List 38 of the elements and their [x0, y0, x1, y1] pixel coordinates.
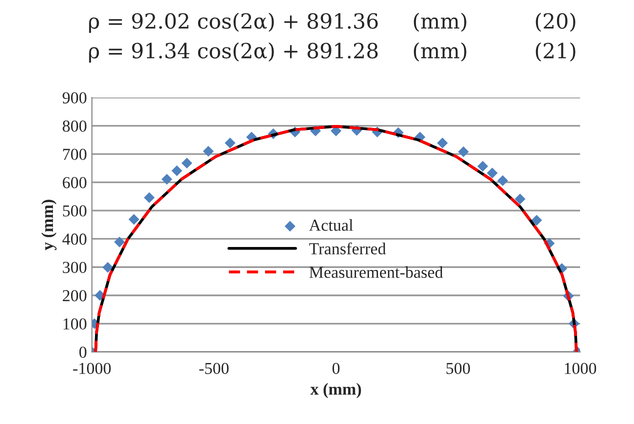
- point: [171, 165, 182, 176]
- y-tick-label: 900: [62, 92, 86, 104]
- text: ρ = 91.34 cos(2α) + 891.28 (mm) (21): [89, 42, 576, 63]
- point: [497, 175, 508, 186]
- y-tick-label: 700: [63, 148, 86, 160]
- x-tick-label: 500: [446, 362, 470, 374]
- text: ρ = 92.02 cos(2α) + 891.36 (mm) (20): [89, 12, 576, 33]
- point: [102, 262, 114, 273]
- y-tick-label: 500: [63, 205, 86, 217]
- y-tick-label: 0: [79, 346, 86, 358]
- legend-label: Measurement-based: [309, 266, 443, 278]
- x-tick-label: 1000: [564, 362, 596, 374]
- point: [486, 168, 498, 178]
- point: [531, 214, 542, 226]
- legend-label: Transferred: [309, 242, 386, 254]
- x-axis-title: x (mm): [310, 383, 361, 398]
- y-tick-label: 200: [62, 290, 86, 302]
- point: [161, 174, 172, 185]
- point: [128, 214, 140, 225]
- x-tick-label: -1000: [73, 362, 111, 374]
- y-tick-label: 600: [62, 177, 86, 188]
- y-tick-label: 100: [64, 318, 86, 330]
- point: [514, 194, 526, 204]
- point: [458, 146, 469, 158]
- y-tick-label: 800: [62, 120, 86, 132]
- point: [114, 236, 125, 248]
- legend-label: Actual: [309, 219, 354, 231]
- point: [144, 192, 155, 203]
- point: [437, 138, 448, 148]
- x-tick-label: 0: [332, 362, 340, 374]
- y-axis-title: y (mm): [41, 200, 57, 250]
- y-tick-label: 300: [62, 262, 86, 274]
- point: [224, 138, 236, 148]
- x-tick-label: -500: [199, 362, 229, 374]
- y-tick-label: 400: [62, 234, 86, 245]
- point: [202, 146, 214, 157]
- point: [477, 160, 488, 172]
- point: [182, 158, 192, 168]
